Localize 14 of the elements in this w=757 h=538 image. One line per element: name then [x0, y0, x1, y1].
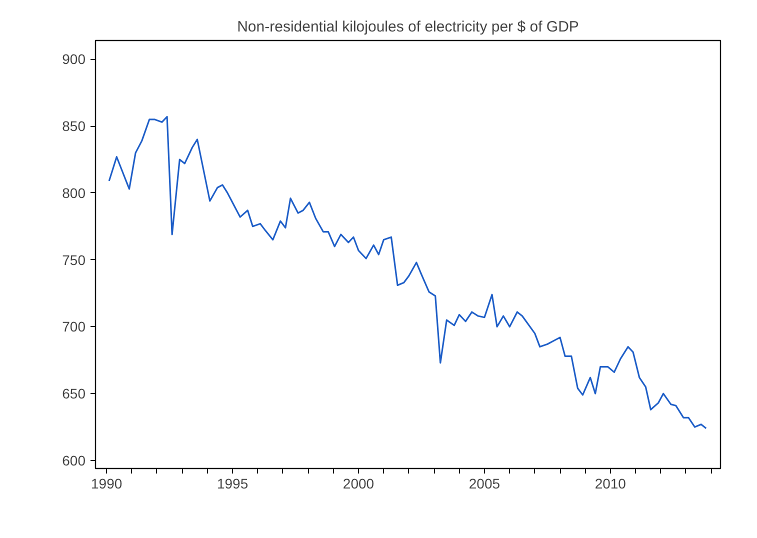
line-series: [108, 116, 707, 430]
x-tick-label: 1990: [91, 476, 122, 492]
y-tick-label: 650: [62, 386, 86, 402]
x-tick-label: 2000: [342, 476, 374, 492]
x-tick-label: 1995: [216, 476, 248, 492]
chart-title: Non-residential kilojoules of electricity per $ of GDP: [237, 18, 579, 36]
y-tick-label: 700: [62, 318, 86, 335]
y-tick-label: 800: [62, 184, 86, 201]
y-tick-label: 600: [62, 452, 86, 468]
x-tick-label: 2010: [594, 476, 626, 492]
y-tick-label: 750: [62, 252, 86, 268]
y-tick-label: 900: [62, 51, 86, 68]
x-tick-label: 2005: [468, 476, 500, 492]
y-tick-label: 850: [62, 118, 86, 134]
